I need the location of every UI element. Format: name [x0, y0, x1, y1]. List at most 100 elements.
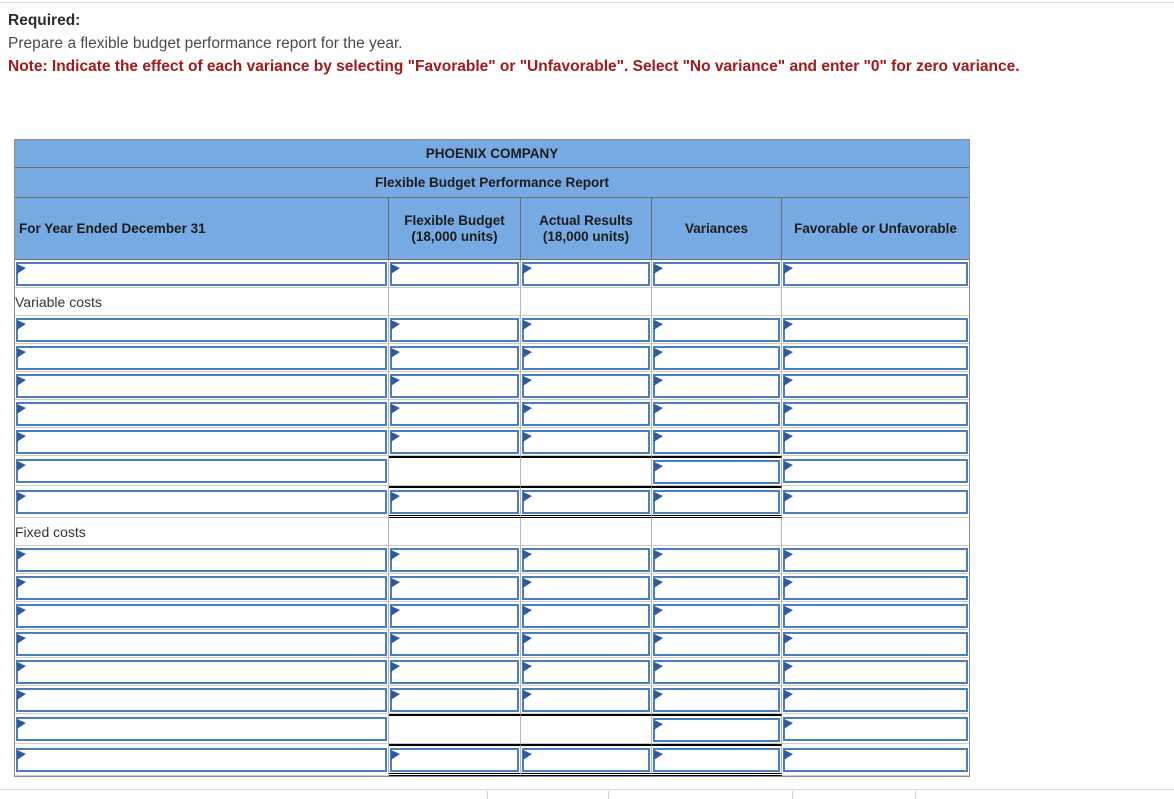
actual-results-input[interactable] [522, 318, 650, 342]
variance-input[interactable] [653, 688, 780, 712]
favorable-unfavorable-select[interactable] [783, 262, 969, 286]
cell-flag-icon [17, 320, 26, 330]
actual-results-input[interactable] [522, 548, 650, 572]
cell-flag-icon [523, 264, 532, 274]
flexible-budget-input[interactable] [390, 576, 519, 600]
variance-input[interactable] [653, 660, 780, 684]
cell-flag-icon [654, 634, 663, 644]
report-subtitle: Flexible Budget Performance Report [15, 168, 970, 198]
input-cell [521, 316, 652, 344]
flexible-budget-input[interactable] [390, 660, 519, 684]
flexible-budget-input[interactable] [390, 604, 519, 628]
favorable-unfavorable-select[interactable] [783, 717, 969, 741]
favorable-unfavorable-select[interactable] [783, 459, 969, 483]
input-cell [389, 744, 521, 776]
actual-results-input[interactable] [522, 346, 650, 370]
actual-results-input[interactable] [522, 402, 650, 426]
favorable-unfavorable-select[interactable] [783, 346, 969, 370]
item-input[interactable] [16, 548, 387, 572]
item-input[interactable] [16, 717, 387, 741]
section-label: Fixed costs [15, 518, 389, 546]
actual-results-input[interactable] [522, 688, 650, 712]
variance-input[interactable] [653, 430, 780, 454]
item-input[interactable] [16, 374, 387, 398]
variance-input[interactable] [653, 318, 780, 342]
flexible-budget-input[interactable] [390, 262, 519, 286]
favorable-unfavorable-select[interactable] [783, 430, 969, 454]
variance-input[interactable] [653, 576, 780, 600]
item-input[interactable] [16, 660, 387, 684]
flexible-budget-input[interactable] [390, 490, 519, 514]
column-header-actual-results: Actual Results (18,000 units) [521, 198, 652, 260]
actual-results-input[interactable] [522, 576, 650, 600]
item-input[interactable] [16, 346, 387, 370]
table-row [15, 602, 970, 630]
flexible-budget-input[interactable] [390, 374, 519, 398]
favorable-unfavorable-select[interactable] [783, 402, 969, 426]
favorable-unfavorable-select[interactable] [783, 374, 969, 398]
favorable-unfavorable-select[interactable] [783, 660, 969, 684]
actual-results-input[interactable] [522, 430, 650, 454]
actual-results-input[interactable] [522, 374, 650, 398]
input-cell [652, 344, 782, 372]
variance-input[interactable] [653, 632, 780, 656]
item-input[interactable] [16, 459, 387, 483]
item-input[interactable] [16, 490, 387, 514]
variance-input[interactable] [653, 748, 780, 772]
favorable-unfavorable-select[interactable] [783, 632, 969, 656]
input-cell [15, 744, 389, 776]
favorable-unfavorable-select[interactable] [783, 490, 969, 514]
actual-results-input[interactable] [522, 604, 650, 628]
cell-flag-icon [391, 750, 400, 760]
item-input[interactable] [16, 402, 387, 426]
variance-input[interactable] [653, 262, 780, 286]
actual-results-input[interactable] [522, 632, 650, 656]
variance-input[interactable] [653, 374, 780, 398]
cell-flag-icon [784, 492, 793, 502]
actual-results-input[interactable] [522, 490, 650, 514]
item-input[interactable] [16, 604, 387, 628]
item-input[interactable] [16, 576, 387, 600]
flexible-budget-input[interactable] [390, 748, 519, 772]
input-cell [15, 602, 389, 630]
input-cell [782, 400, 970, 428]
item-input[interactable] [16, 748, 387, 772]
actual-results-input[interactable] [522, 748, 650, 772]
cell-flag-icon [654, 750, 663, 760]
flexible-budget-input[interactable] [390, 548, 519, 572]
favorable-unfavorable-select[interactable] [783, 748, 969, 772]
item-input[interactable] [16, 688, 387, 712]
input-cell [652, 714, 782, 744]
flexible-budget-input[interactable] [390, 430, 519, 454]
actual-results-input[interactable] [522, 660, 650, 684]
variance-input[interactable] [653, 718, 780, 742]
flexible-budget-input[interactable] [390, 318, 519, 342]
item-input[interactable] [16, 262, 387, 286]
item-input[interactable] [16, 632, 387, 656]
flexible-budget-input[interactable] [390, 346, 519, 370]
variance-input[interactable] [653, 402, 780, 426]
variance-input[interactable] [653, 548, 780, 572]
flexible-budget-input[interactable] [390, 632, 519, 656]
favorable-unfavorable-select[interactable] [783, 318, 969, 342]
cell-flag-icon [391, 606, 400, 616]
column-header-period: For Year Ended December 31 [15, 198, 389, 260]
favorable-unfavorable-select[interactable] [783, 548, 969, 572]
variance-input[interactable] [653, 604, 780, 628]
variance-input[interactable] [653, 490, 780, 514]
favorable-unfavorable-select[interactable] [783, 688, 969, 712]
item-input[interactable] [16, 430, 387, 454]
flexible-budget-input[interactable] [390, 688, 519, 712]
input-cell [15, 714, 389, 744]
item-input[interactable] [16, 318, 387, 342]
input-cell [15, 658, 389, 686]
variance-input[interactable] [653, 460, 780, 484]
cell-flag-icon [17, 690, 26, 700]
favorable-unfavorable-select[interactable] [783, 576, 969, 600]
cell-flag-icon [17, 348, 26, 358]
variance-input[interactable] [653, 346, 780, 370]
actual-results-input[interactable] [522, 262, 650, 286]
favorable-unfavorable-select[interactable] [783, 604, 969, 628]
flexible-budget-input[interactable] [390, 402, 519, 426]
